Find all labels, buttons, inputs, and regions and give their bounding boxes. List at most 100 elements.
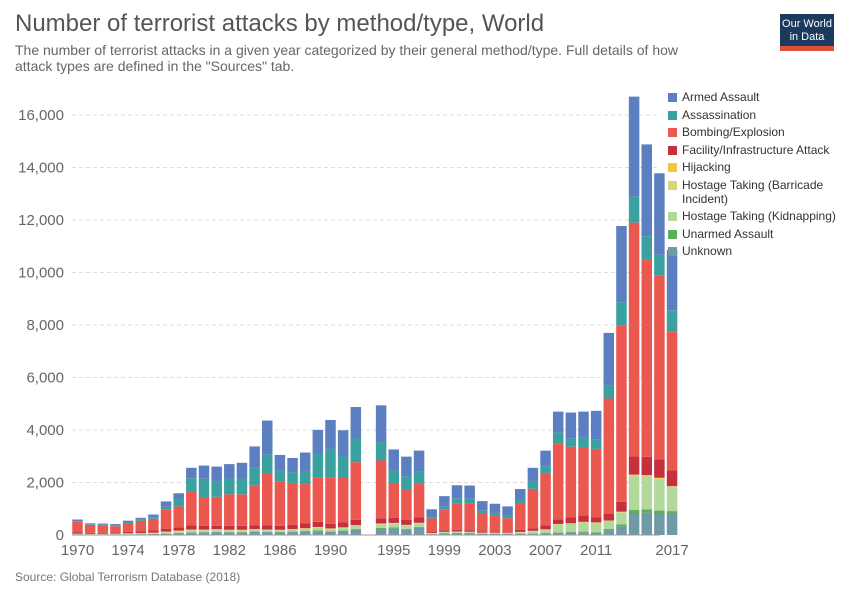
bar-segment[interactable] xyxy=(565,438,577,447)
bar-segment[interactable] xyxy=(641,475,653,477)
bar-segment[interactable] xyxy=(262,420,273,455)
bar-segment[interactable] xyxy=(72,532,83,534)
bar-segment[interactable] xyxy=(527,467,539,481)
bar-segment[interactable] xyxy=(578,515,589,522)
bar-segment[interactable] xyxy=(97,525,109,533)
bar-segment[interactable] xyxy=(173,530,184,532)
bar-segment[interactable] xyxy=(72,521,83,522)
bar-segment[interactable] xyxy=(198,530,210,533)
bar-segment[interactable] xyxy=(135,533,147,535)
bar-segment[interactable] xyxy=(97,532,109,534)
bar-segment[interactable] xyxy=(401,456,412,477)
bar-stack[interactable] xyxy=(666,249,678,535)
bar-segment[interactable] xyxy=(590,410,602,440)
bar-segment[interactable] xyxy=(590,439,602,449)
bar-segment[interactable] xyxy=(616,501,627,512)
bar-segment[interactable] xyxy=(312,453,324,478)
bar-segment[interactable] xyxy=(552,532,564,535)
bar-segment[interactable] xyxy=(666,486,678,488)
bar-segment[interactable] xyxy=(110,526,121,533)
bar-stack[interactable] xyxy=(97,523,109,535)
bar-segment[interactable] xyxy=(413,526,425,528)
bar-segment[interactable] xyxy=(198,465,210,479)
bar-segment[interactable] xyxy=(666,486,678,487)
legend-item[interactable]: Hijacking xyxy=(668,160,848,174)
bar-segment[interactable] xyxy=(325,477,336,524)
bar-segment[interactable] xyxy=(439,509,450,531)
bar-segment[interactable] xyxy=(527,531,539,534)
bar-segment[interactable] xyxy=(198,532,210,535)
bar-stack[interactable] xyxy=(72,519,83,535)
bar-segment[interactable] xyxy=(249,485,260,526)
bar-segment[interactable] xyxy=(287,532,298,535)
bar-segment[interactable] xyxy=(350,528,362,530)
bar-segment[interactable] xyxy=(489,515,501,532)
bar-stack[interactable] xyxy=(489,503,501,535)
bar-segment[interactable] xyxy=(375,518,387,524)
bar-segment[interactable] xyxy=(413,450,425,472)
bar-segment[interactable] xyxy=(249,467,260,486)
bar-segment[interactable] xyxy=(439,530,450,532)
bar-segment[interactable] xyxy=(337,477,349,523)
source-note[interactable]: Source: Global Terrorism Database (2018) xyxy=(15,570,241,584)
bar-segment[interactable] xyxy=(287,472,298,483)
bar-segment[interactable] xyxy=(451,503,463,530)
bar-segment[interactable] xyxy=(515,533,526,535)
bar-stack[interactable] xyxy=(527,467,539,535)
bar-segment[interactable] xyxy=(84,523,96,525)
bar-segment[interactable] xyxy=(287,457,298,473)
bar-segment[interactable] xyxy=(552,524,564,533)
bar-segment[interactable] xyxy=(654,459,665,478)
bar-segment[interactable] xyxy=(641,236,653,260)
bar-segment[interactable] xyxy=(211,481,222,497)
bar-segment[interactable] xyxy=(464,531,475,534)
bar-segment[interactable] xyxy=(628,475,640,511)
bar-stack[interactable] xyxy=(224,464,235,535)
bar-segment[interactable] xyxy=(666,487,678,512)
bar-segment[interactable] xyxy=(274,470,286,482)
bar-segment[interactable] xyxy=(236,530,248,533)
bar-segment[interactable] xyxy=(451,529,463,532)
bar-segment[interactable] xyxy=(616,325,627,502)
bar-segment[interactable] xyxy=(401,525,412,529)
bar-segment[interactable] xyxy=(236,478,248,495)
bar-stack[interactable] xyxy=(426,509,437,535)
bar-segment[interactable] xyxy=(262,454,273,474)
bar-segment[interactable] xyxy=(110,524,121,526)
bar-segment[interactable] xyxy=(148,517,159,519)
bar-segment[interactable] xyxy=(249,525,260,530)
bar-segment[interactable] xyxy=(249,529,260,532)
bar-segment[interactable] xyxy=(224,478,235,495)
bar-segment[interactable] xyxy=(299,528,311,532)
bar-stack[interactable] xyxy=(464,485,475,535)
bar-segment[interactable] xyxy=(173,493,184,499)
bar-stack[interactable] xyxy=(84,523,96,535)
bar-segment[interactable] xyxy=(287,531,298,533)
bar-segment[interactable] xyxy=(388,517,400,523)
bar-segment[interactable] xyxy=(350,525,362,529)
bar-segment[interactable] xyxy=(350,519,362,526)
bar-segment[interactable] xyxy=(515,503,526,530)
bar-segment[interactable] xyxy=(236,462,248,479)
bar-segment[interactable] xyxy=(224,494,235,526)
bar-segment[interactable] xyxy=(590,517,602,523)
legend-item[interactable]: Facility/Infrastructure Attack xyxy=(668,143,848,157)
bar-segment[interactable] xyxy=(464,533,475,535)
bar-segment[interactable] xyxy=(122,522,134,524)
bar-segment[interactable] xyxy=(578,532,589,535)
bar-segment[interactable] xyxy=(628,510,640,514)
bar-segment[interactable] xyxy=(477,532,488,534)
bar-segment[interactable] xyxy=(148,533,159,535)
bar-segment[interactable] xyxy=(186,529,197,531)
bar-segment[interactable] xyxy=(110,532,121,534)
bar-segment[interactable] xyxy=(325,448,336,478)
bar-segment[interactable] xyxy=(186,478,197,492)
bar-segment[interactable] xyxy=(654,478,665,480)
bar-segment[interactable] xyxy=(274,454,286,471)
bar-segment[interactable] xyxy=(439,532,450,534)
bar-segment[interactable] xyxy=(413,517,425,523)
bar-segment[interactable] xyxy=(274,532,286,535)
bar-segment[interactable] xyxy=(173,498,184,507)
bar-segment[interactable] xyxy=(160,531,172,533)
bar-segment[interactable] xyxy=(502,531,513,533)
